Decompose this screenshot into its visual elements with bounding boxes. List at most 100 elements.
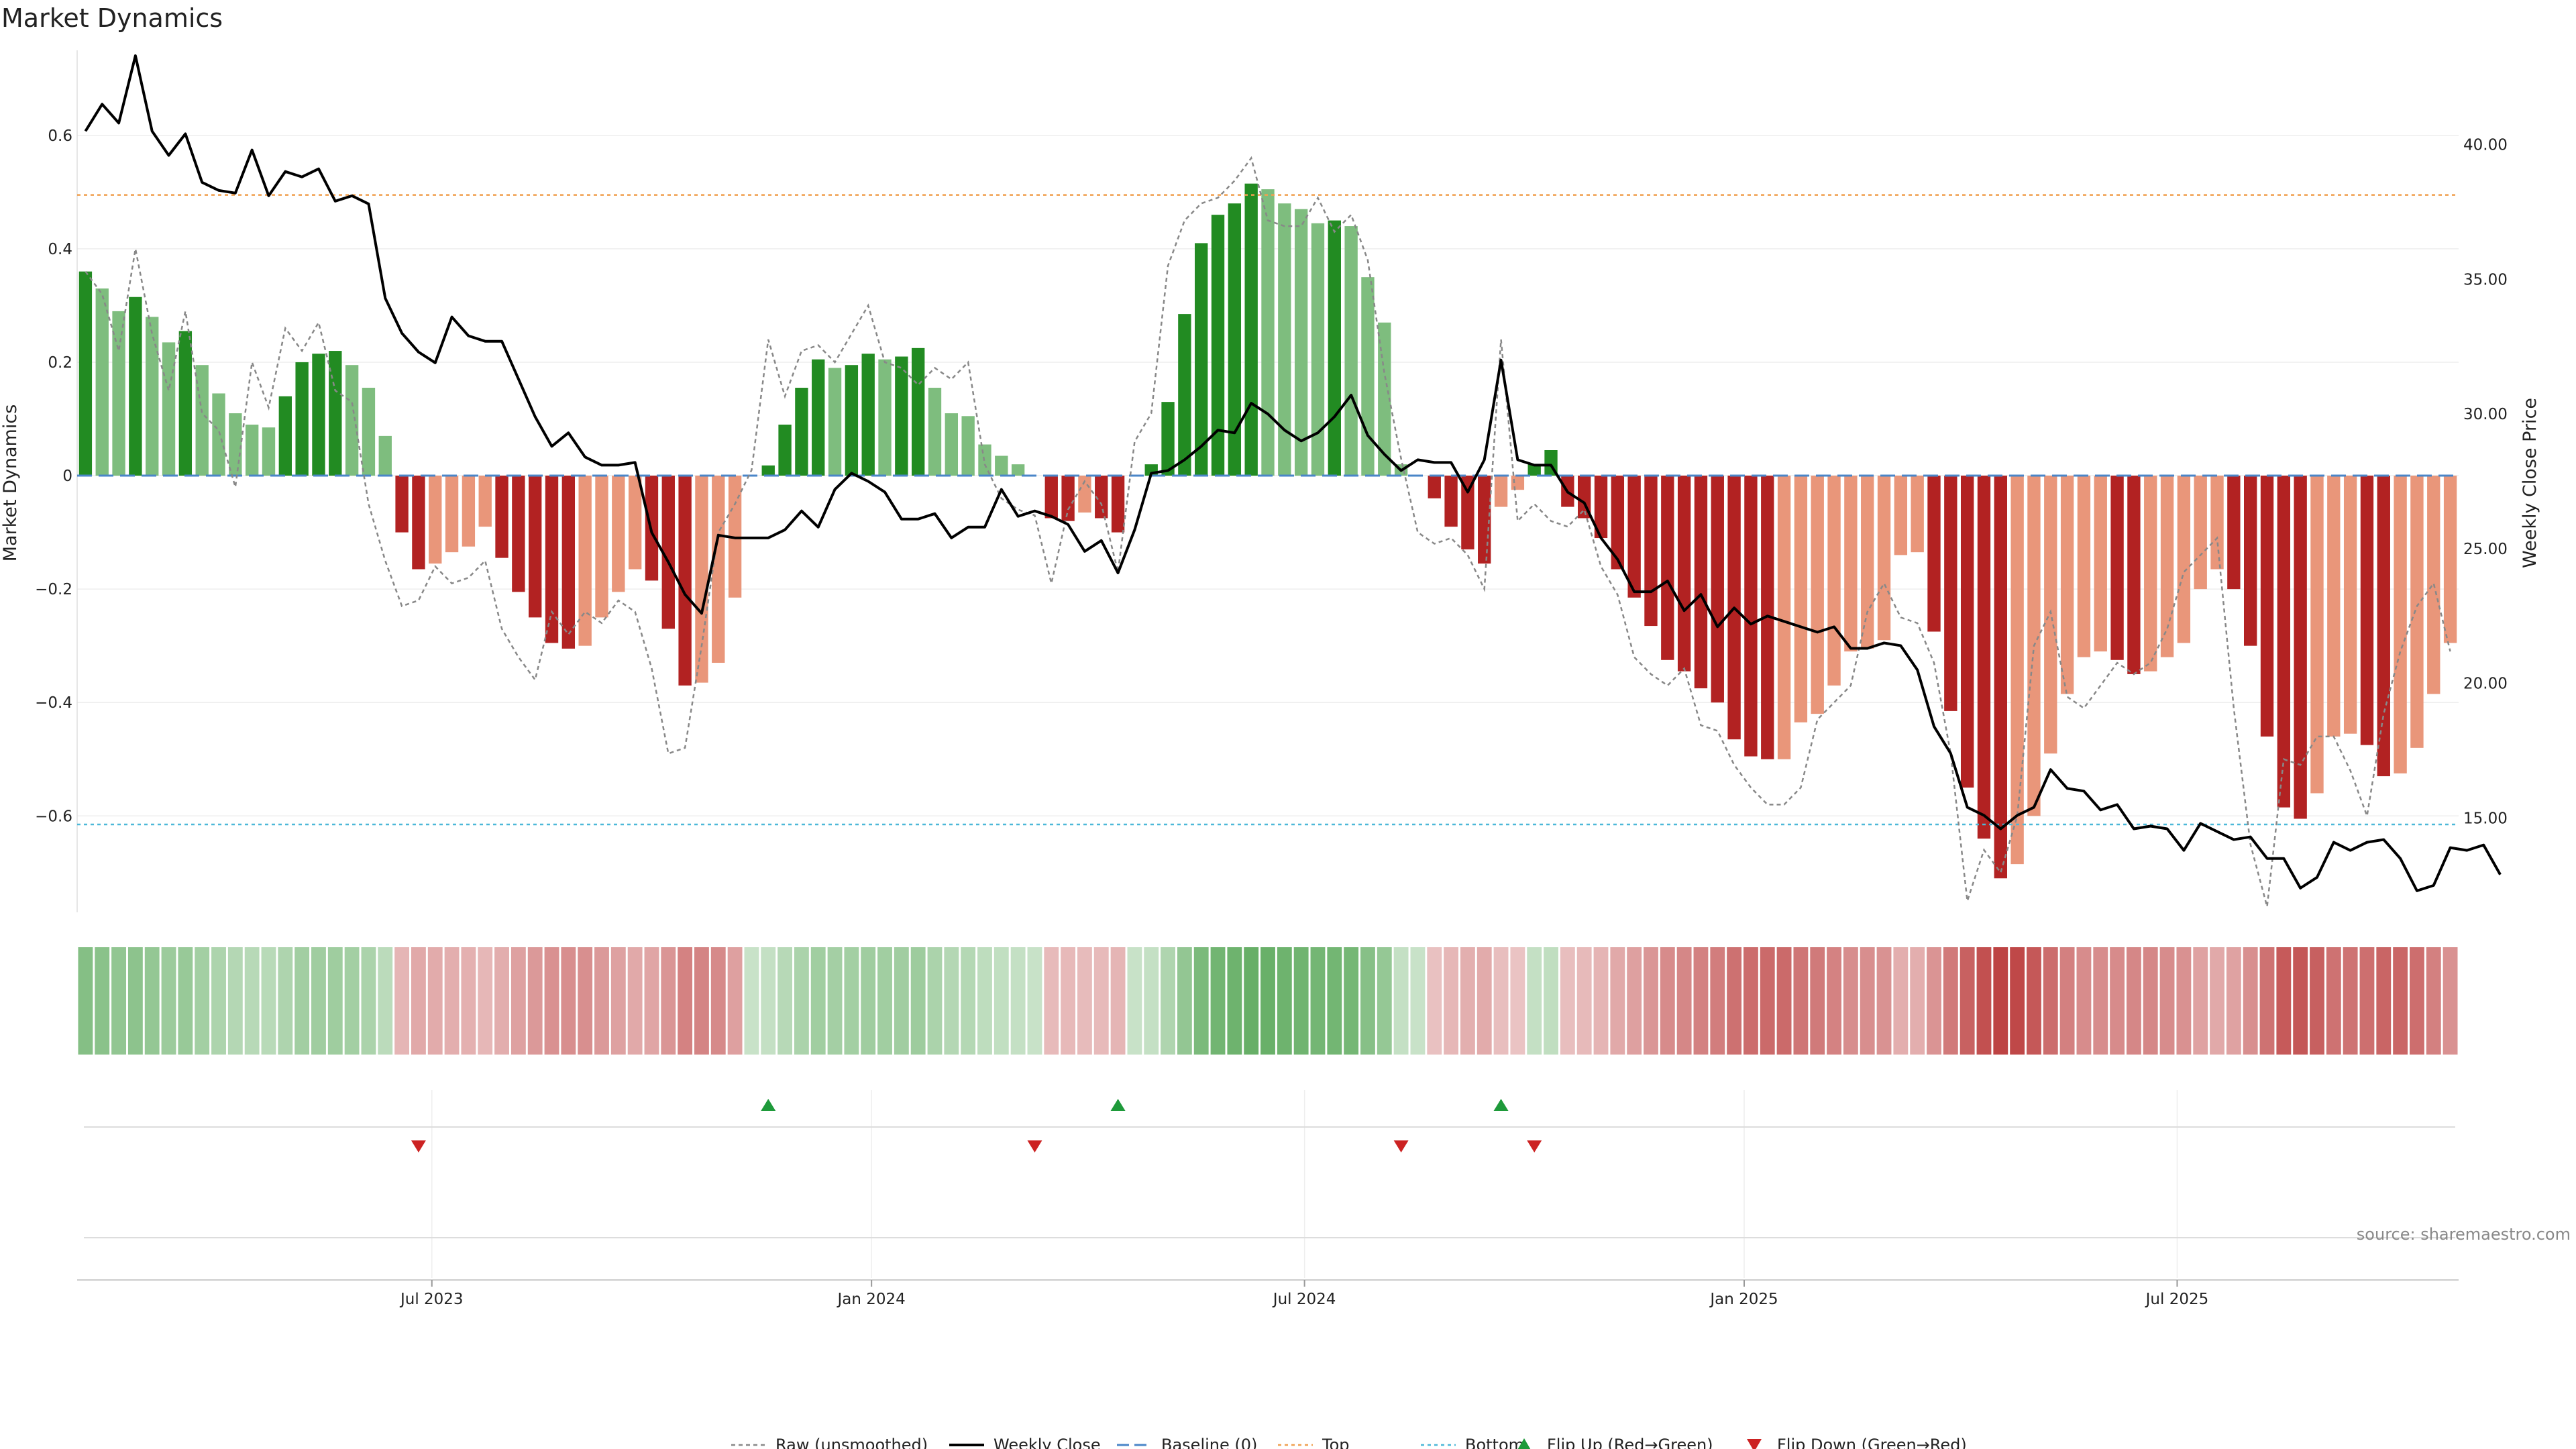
momentum-bar bbox=[1428, 476, 1441, 498]
momentum-bar bbox=[95, 288, 109, 476]
regime-cell bbox=[1993, 947, 2008, 1055]
regime-cell bbox=[1477, 947, 1492, 1055]
momentum-bar bbox=[1244, 183, 1258, 476]
regime-cell bbox=[2193, 947, 2208, 1055]
left-axis-ticks: 0.6 0.4 0.2 0 −0.2 −0.4 −0.6 bbox=[35, 127, 72, 825]
regime-cell bbox=[244, 947, 260, 1055]
right-axis-ticks: 40.00 35.00 30.00 25.00 20.00 15.00 bbox=[2463, 137, 2508, 828]
momentum-bar bbox=[146, 317, 159, 476]
momentum-bar bbox=[2260, 476, 2274, 737]
momentum-bar bbox=[112, 311, 125, 476]
momentum-bar bbox=[2127, 476, 2141, 674]
regime-cell bbox=[1377, 947, 1392, 1055]
momentum-bar bbox=[1328, 220, 1341, 476]
legend: Raw (unsmoothed) Weekly Close Baseline (0)… bbox=[731, 1436, 1967, 1449]
momentum-bar bbox=[1228, 203, 1242, 476]
regime-cell bbox=[1260, 947, 1275, 1055]
regime-cell bbox=[1627, 947, 1642, 1055]
momentum-bar bbox=[1861, 476, 1874, 649]
momentum-bar bbox=[295, 362, 309, 476]
momentum-bar bbox=[845, 365, 859, 476]
regime-cell bbox=[144, 947, 160, 1055]
momentum-bar bbox=[2160, 476, 2174, 657]
momentum-bar bbox=[2077, 476, 2091, 657]
series-lines bbox=[77, 54, 2502, 907]
momentum-bar bbox=[1378, 322, 1391, 476]
regime-cell bbox=[1427, 947, 1442, 1055]
momentum-bar bbox=[1744, 476, 1758, 757]
momentum-bar bbox=[245, 424, 259, 476]
regime-cell bbox=[644, 947, 659, 1055]
regime-cell bbox=[777, 947, 792, 1055]
regime-cell bbox=[361, 947, 376, 1055]
regime-cell bbox=[910, 947, 926, 1055]
momentum-bar bbox=[2327, 476, 2341, 737]
momentum-bar bbox=[2177, 476, 2191, 643]
momentum-bar bbox=[1827, 476, 1841, 686]
momentum-bar bbox=[1627, 476, 1641, 598]
regime-cell bbox=[678, 947, 693, 1055]
momentum-bar bbox=[812, 359, 825, 476]
momentum-bar bbox=[1711, 476, 1724, 703]
regime-cell bbox=[1410, 947, 1426, 1055]
flip-down-marker bbox=[1393, 1140, 1409, 1152]
momentum-bar bbox=[1211, 215, 1225, 476]
regime-cell bbox=[2293, 947, 2308, 1055]
regime-cell bbox=[2059, 947, 2075, 1055]
regime-cell bbox=[2110, 947, 2125, 1055]
momentum-bar bbox=[1344, 226, 1358, 476]
momentum-bar bbox=[1111, 476, 1125, 533]
regime-cell bbox=[1210, 947, 1226, 1055]
right-tick-label: 30.00 bbox=[2463, 406, 2508, 423]
momentum-bar bbox=[2443, 476, 2457, 643]
regime-cell bbox=[1061, 947, 1076, 1055]
momentum-bar bbox=[212, 393, 225, 476]
momentum-bar bbox=[828, 368, 842, 476]
regime-cell bbox=[1960, 947, 1975, 1055]
momentum-bar bbox=[795, 388, 808, 476]
regime-cell bbox=[1444, 947, 1458, 1055]
legend-label: Weekly Close bbox=[994, 1436, 1101, 1449]
regime-cell bbox=[1460, 947, 1475, 1055]
regime-cell bbox=[1976, 947, 1992, 1055]
regime-cell bbox=[1760, 947, 1775, 1055]
regime-cell bbox=[1576, 947, 1592, 1055]
flip-down-marker bbox=[1027, 1140, 1042, 1152]
momentum-bar bbox=[2244, 476, 2257, 646]
momentum-bar bbox=[595, 476, 608, 618]
regime-cell bbox=[1927, 947, 1941, 1055]
regime-cell bbox=[1593, 947, 1609, 1055]
momentum-bar bbox=[878, 359, 892, 476]
regime-cell bbox=[1027, 947, 1042, 1055]
momentum-bar bbox=[1644, 476, 1658, 627]
momentum-bar bbox=[1195, 243, 1208, 476]
momentum-bar bbox=[1478, 476, 1491, 564]
momentum-bar bbox=[395, 476, 409, 533]
regime-cell bbox=[744, 947, 759, 1055]
legend-flip-down-swatch bbox=[1747, 1439, 1762, 1449]
regime-cell bbox=[1277, 947, 1292, 1055]
regime-cell bbox=[544, 947, 559, 1055]
regime-cell bbox=[2343, 947, 2358, 1055]
regime-cell bbox=[527, 947, 543, 1055]
regime-cell bbox=[1127, 947, 1142, 1055]
momentum-bar bbox=[2060, 476, 2074, 694]
regime-cell bbox=[1860, 947, 1875, 1055]
momentum-bar bbox=[1061, 476, 1075, 521]
legend-label: Raw (unsmoothed) bbox=[775, 1436, 928, 1449]
regime-cell bbox=[311, 947, 326, 1055]
momentum-bar bbox=[262, 427, 276, 476]
regime-cell bbox=[411, 947, 426, 1055]
regime-cell bbox=[1544, 947, 1558, 1055]
regime-cell bbox=[444, 947, 460, 1055]
regime-cell bbox=[1560, 947, 1575, 1055]
regime-cell bbox=[827, 947, 843, 1055]
regime-cell bbox=[2126, 947, 2141, 1055]
left-tick-label: 0.2 bbox=[48, 354, 72, 372]
regime-cell bbox=[344, 947, 360, 1055]
left-tick-label: −0.2 bbox=[35, 581, 72, 598]
momentum-bar bbox=[2343, 476, 2357, 734]
regime-cell bbox=[927, 947, 943, 1055]
regime-cell bbox=[2176, 947, 2192, 1055]
x-tick-label: Jan 2024 bbox=[837, 1291, 906, 1308]
